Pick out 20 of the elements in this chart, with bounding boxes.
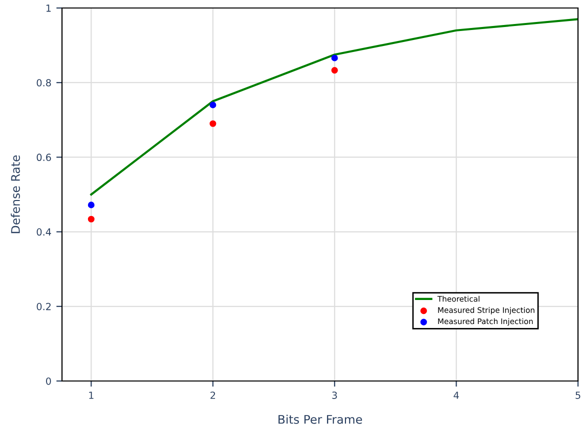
x-tick-label: 2 xyxy=(210,392,216,399)
point xyxy=(88,202,94,208)
x-tick-label: 4 xyxy=(454,392,459,399)
x-axis-title: Bits Per Frame xyxy=(278,414,362,424)
y-axis-title: Defense Rate xyxy=(10,155,20,234)
point xyxy=(210,120,216,127)
y-tick-label: 1 xyxy=(46,4,51,12)
y-tick-label: 0.4 xyxy=(36,228,52,236)
point xyxy=(210,102,216,108)
y-tick-label: 0.6 xyxy=(36,154,51,162)
x-tick-label: 3 xyxy=(332,392,337,399)
y-tick-label: 0.2 xyxy=(36,302,51,310)
point xyxy=(331,54,338,62)
line-series xyxy=(90,18,578,196)
x-tick-label: 1 xyxy=(89,392,94,399)
point xyxy=(88,216,94,222)
x-tick-label: 5 xyxy=(576,392,580,399)
y-tick-label: 0.8 xyxy=(36,79,51,86)
point xyxy=(331,67,338,74)
y-tick-label: 0 xyxy=(46,377,51,385)
